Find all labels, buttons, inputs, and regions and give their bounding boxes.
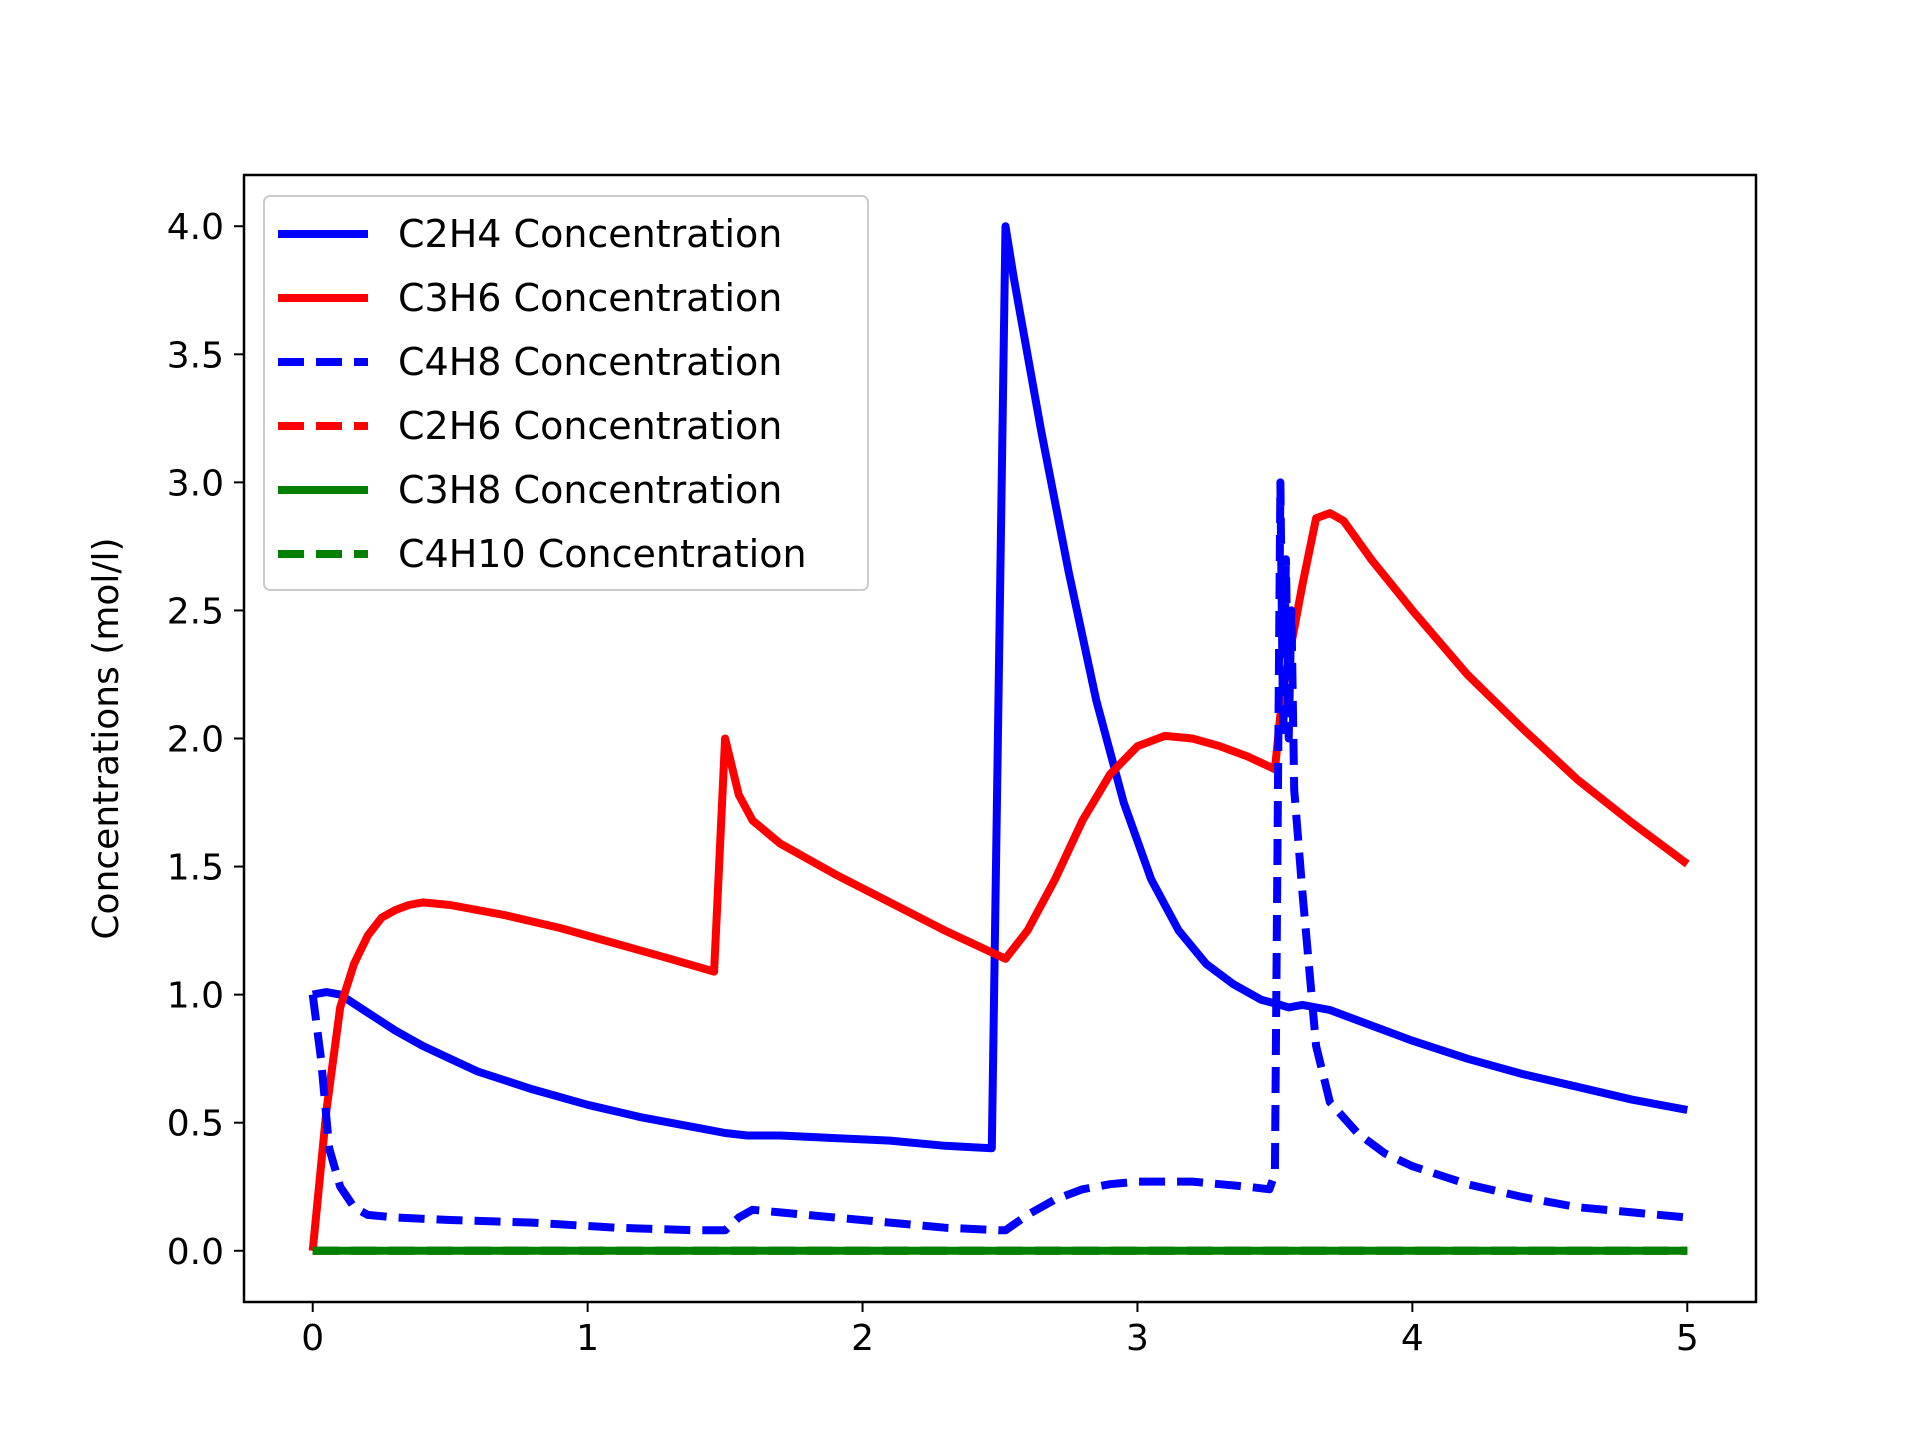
series-line-c4h8 [308, 478, 1688, 1235]
x-tick-label: 0 [301, 1318, 324, 1359]
series-line-c3h6 [308, 509, 1690, 1252]
x-tick-label: 2 [851, 1318, 874, 1359]
y-tick-label: 4.0 [167, 207, 224, 248]
legend: C2H4 Concentration C3H6 Concentration C4H8… [263, 195, 869, 591]
legend-entry-label: C4H8 Concentration [398, 340, 782, 384]
y-tick-label: 2.5 [167, 591, 224, 632]
legend-box [263, 195, 869, 591]
legend-entry-label: C3H6 Concentration [398, 276, 782, 320]
y-tick-label: 0.5 [167, 1104, 224, 1145]
ticks-layer: 0 1 2 3 4 5 0.0 0.5 1.0 1.5 2.0 2.5 3.0 3.5 4.0 [167, 207, 1699, 1359]
legend-entry-label: C3H8 Concentration [398, 468, 782, 512]
legend-entry-label: C2H4 Concentration [398, 212, 782, 256]
legend-entry-label: C4H10 Concentration [398, 532, 807, 576]
y-axis-label: Concentrations (mol/l) [86, 537, 127, 939]
legend-entry-label: C2H6 Concentration [398, 404, 782, 448]
y-tick-label: 2.0 [167, 720, 224, 761]
y-tick-label: 1.0 [167, 976, 224, 1017]
y-tick-label: 3.5 [167, 335, 224, 376]
y-tick-label: 3.0 [167, 463, 224, 504]
x-tick-label: 1 [576, 1318, 599, 1359]
x-tick-label: 5 [1676, 1318, 1699, 1359]
y-tick-label: 0.0 [167, 1232, 224, 1273]
x-tick-label: 3 [1126, 1318, 1149, 1359]
series-line-c2h4 [311, 222, 1689, 1153]
y-tick-label: 1.5 [167, 848, 224, 889]
x-tick-label: 4 [1401, 1318, 1424, 1359]
series-layer [308, 222, 1690, 1255]
